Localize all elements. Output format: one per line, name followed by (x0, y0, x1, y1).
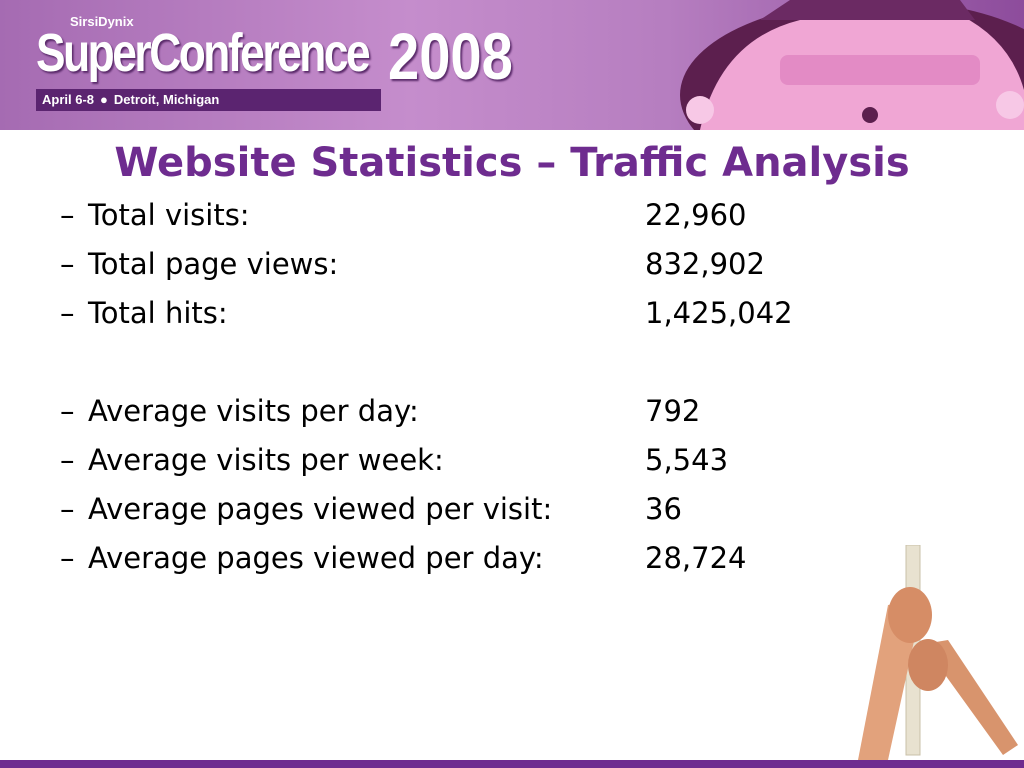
rope-illustration (858, 545, 1018, 760)
stat-row: – Average pages viewed per visit: 36 (60, 489, 682, 529)
bullet: – (60, 296, 75, 330)
stat-row: – Total hits: 1,425,042 (60, 293, 793, 333)
bullet: – (60, 541, 75, 575)
bottom-rule (0, 760, 1024, 768)
banner: SirsiDynix SuperConference 2008 April 6-… (0, 0, 1024, 130)
event-location: Detroit, Michigan (113, 92, 220, 107)
bullet: – (60, 394, 75, 428)
bullet: – (60, 443, 75, 477)
brand: SirsiDynix (70, 14, 134, 29)
stat-value: 792 (645, 394, 701, 428)
stat-value: 832,902 (645, 247, 765, 281)
bullet: – (60, 247, 75, 281)
stat-row: – Average visits per day: 792 (60, 391, 700, 431)
stat-label: Total hits: (88, 296, 228, 330)
stat-label: Average visits per day: (88, 394, 419, 428)
stat-label: Average visits per week: (88, 443, 444, 477)
stat-label: Average pages viewed per day: (88, 541, 544, 575)
slide-title: Website Statistics – Traffic Analysis (114, 140, 910, 186)
stat-row: – Total visits: 22,960 (60, 195, 746, 235)
stat-value: 36 (645, 492, 682, 526)
stat-label: Total visits: (88, 198, 250, 232)
stat-value: 5,543 (645, 443, 729, 477)
event-name: SuperConference (36, 23, 371, 83)
separator-dot: ● (100, 92, 108, 107)
stat-label: Total page views: (88, 247, 339, 281)
event-dates: April 6-8 (42, 92, 95, 107)
banner-art (680, 0, 1024, 130)
bullet: – (60, 198, 75, 232)
stat-value: 1,425,042 (645, 296, 793, 330)
stat-value: 28,724 (645, 541, 747, 575)
stat-row: – Average pages viewed per day: 28,724 (60, 538, 746, 578)
stat-row: – Average visits per week: 5,543 (60, 440, 728, 480)
stat-label: Average pages viewed per visit: (88, 492, 553, 526)
event-year: 2008 (388, 19, 513, 93)
date-bar: April 6-8 ● Detroit, Michigan (36, 89, 381, 111)
stat-row: – Total page views: 832,902 (60, 244, 765, 284)
stat-value: 22,960 (645, 198, 747, 232)
bullet: – (60, 492, 75, 526)
